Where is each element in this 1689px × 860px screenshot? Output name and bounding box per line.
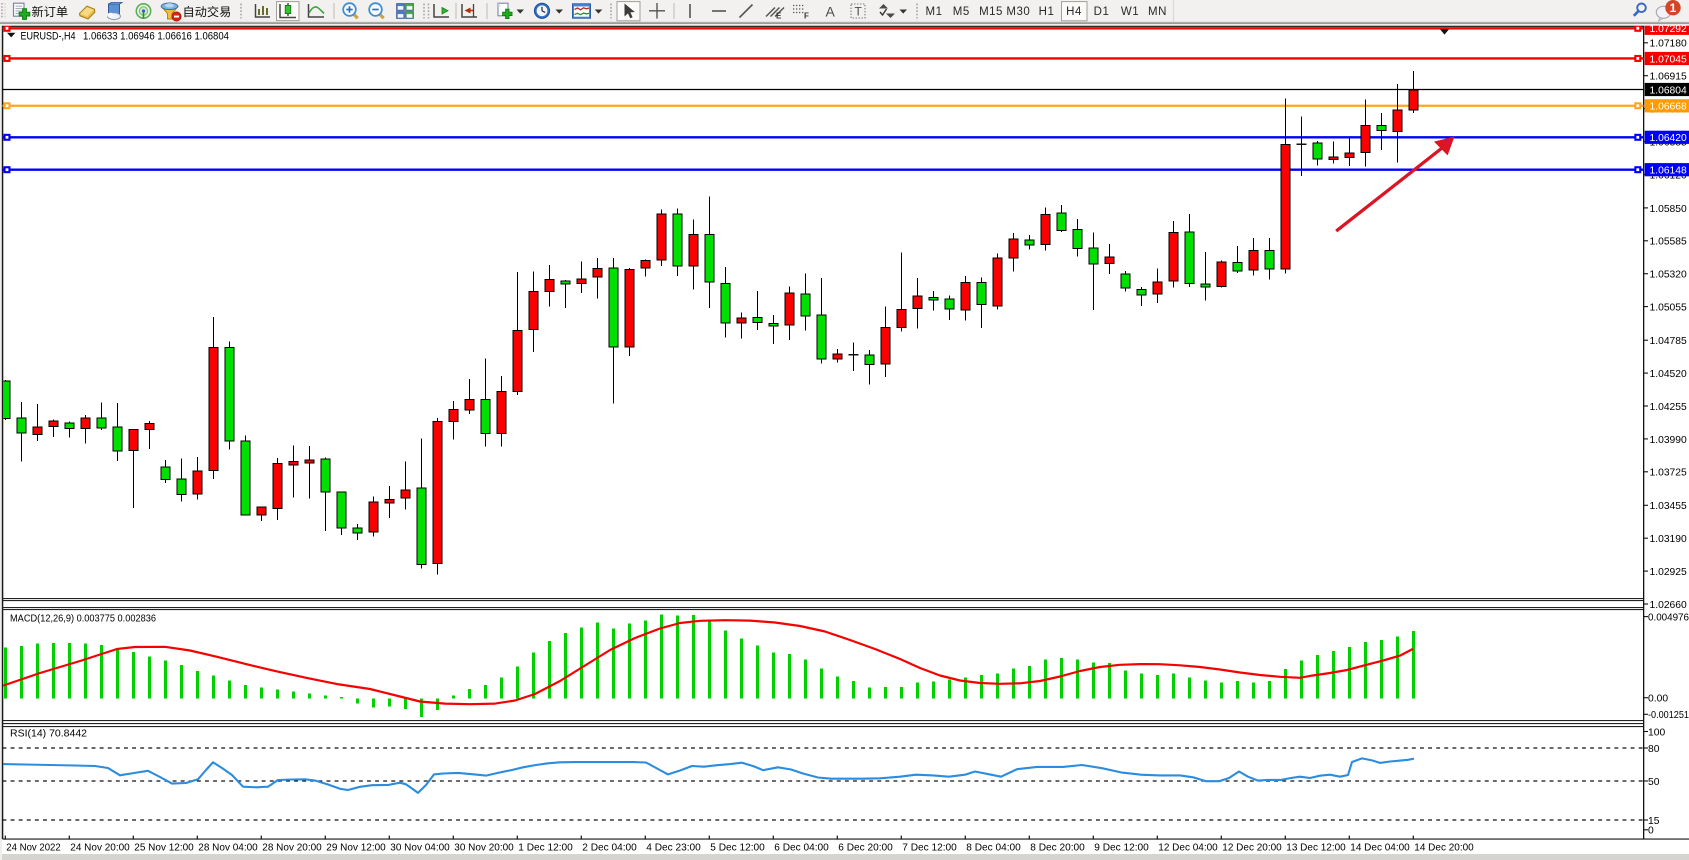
svg-text:15: 15 (1648, 816, 1660, 827)
svg-text:1.04255: 1.04255 (1650, 402, 1687, 413)
svg-text:1.06804: 1.06804 (1650, 85, 1687, 96)
svg-text:24 Nov 2022: 24 Nov 2022 (6, 843, 61, 854)
svg-text:6 Dec 20:00: 6 Dec 20:00 (838, 843, 893, 854)
svg-text:1.03990: 1.03990 (1650, 435, 1687, 446)
svg-text:1.07180: 1.07180 (1650, 39, 1687, 50)
svg-text:M1: M1 (926, 6, 943, 18)
svg-text:MN: MN (1148, 6, 1167, 18)
svg-text:1.03190: 1.03190 (1650, 534, 1687, 545)
svg-text:8 Dec 20:00: 8 Dec 20:00 (1030, 843, 1085, 854)
svg-text:4 Dec 23:00: 4 Dec 23:00 (646, 843, 701, 854)
svg-text:1.06148: 1.06148 (1650, 166, 1687, 177)
svg-text:1.06668: 1.06668 (1650, 102, 1687, 113)
svg-text:W1: W1 (1121, 6, 1139, 18)
svg-text:100: 100 (1648, 727, 1665, 738)
svg-text:6 Dec 04:00: 6 Dec 04:00 (774, 843, 829, 854)
svg-text:0.004976: 0.004976 (1648, 613, 1689, 624)
svg-text:D1: D1 (1094, 6, 1110, 18)
svg-text:14 Dec 20:00: 14 Dec 20:00 (1414, 843, 1474, 854)
svg-text:A: A (826, 4, 836, 20)
svg-text:28 Nov 04:00: 28 Nov 04:00 (198, 843, 258, 854)
svg-text:H1: H1 (1039, 6, 1055, 18)
svg-text:T: T (855, 5, 863, 19)
svg-text:12 Dec 20:00: 12 Dec 20:00 (1222, 843, 1282, 854)
svg-text:30 Nov 20:00: 30 Nov 20:00 (454, 843, 514, 854)
svg-text:-0.001251: -0.001251 (1648, 710, 1689, 721)
svg-text:13 Dec 12:00: 13 Dec 12:00 (1286, 843, 1346, 854)
svg-text:12 Dec 04:00: 12 Dec 04:00 (1158, 843, 1218, 854)
svg-text:50: 50 (1648, 777, 1660, 788)
svg-text:14 Dec 04:00: 14 Dec 04:00 (1350, 843, 1410, 854)
svg-text:2 Dec 04:00: 2 Dec 04:00 (582, 843, 637, 854)
svg-text:30 Nov 04:00: 30 Nov 04:00 (390, 843, 450, 854)
svg-text:EURUSD-,H4: EURUSD-,H4 (21, 30, 76, 42)
svg-text:25 Nov 12:00: 25 Nov 12:00 (134, 843, 194, 854)
svg-text:1.07045: 1.07045 (1650, 54, 1687, 65)
svg-text:F: F (804, 12, 809, 21)
svg-text:1.05850: 1.05850 (1650, 204, 1687, 215)
svg-text:1 Dec 12:00: 1 Dec 12:00 (518, 843, 573, 854)
svg-text:M5: M5 (953, 6, 970, 18)
svg-text:H4: H4 (1066, 6, 1082, 18)
svg-text:1.04785: 1.04785 (1650, 336, 1687, 347)
svg-text:1.03725: 1.03725 (1650, 468, 1687, 479)
svg-text:1.04520: 1.04520 (1650, 369, 1687, 380)
svg-text:5 Dec 12:00: 5 Dec 12:00 (710, 843, 765, 854)
svg-text:M15: M15 (979, 6, 1003, 18)
svg-text:1.05320: 1.05320 (1650, 270, 1687, 281)
svg-text:28 Nov 20:00: 28 Nov 20:00 (262, 843, 322, 854)
svg-text:24 Nov 20:00: 24 Nov 20:00 (70, 843, 130, 854)
svg-text:1.07292: 1.07292 (1650, 24, 1687, 35)
svg-text:8 Dec 04:00: 8 Dec 04:00 (966, 843, 1021, 854)
svg-text:1.05585: 1.05585 (1650, 237, 1687, 248)
svg-text:RSI(14) 70.8442: RSI(14) 70.8442 (10, 728, 87, 739)
svg-text:1: 1 (1670, 1, 1677, 15)
svg-text:1.02660: 1.02660 (1650, 600, 1687, 611)
svg-text:1.06420: 1.06420 (1650, 133, 1687, 144)
svg-text:1.06633 1.06946 1.06616 1.0680: 1.06633 1.06946 1.06616 1.06804 (83, 30, 229, 42)
svg-text:80: 80 (1648, 744, 1660, 755)
svg-text:M30: M30 (1006, 6, 1030, 18)
svg-text:E: E (776, 12, 782, 21)
svg-text:1.06915: 1.06915 (1650, 72, 1687, 83)
svg-text:MACD(12,26,9) 0.003775 0.00283: MACD(12,26,9) 0.003775 0.002836 (10, 614, 156, 625)
svg-text:0: 0 (1648, 826, 1654, 837)
svg-text:1.02925: 1.02925 (1650, 567, 1687, 578)
svg-text:1.05055: 1.05055 (1650, 303, 1687, 314)
svg-text:29 Nov 12:00: 29 Nov 12:00 (326, 843, 386, 854)
svg-text:7 Dec 12:00: 7 Dec 12:00 (902, 843, 957, 854)
svg-text:0.00: 0.00 (1648, 694, 1668, 705)
svg-text:1.03455: 1.03455 (1650, 501, 1687, 512)
svg-text:9 Dec 12:00: 9 Dec 12:00 (1094, 843, 1149, 854)
